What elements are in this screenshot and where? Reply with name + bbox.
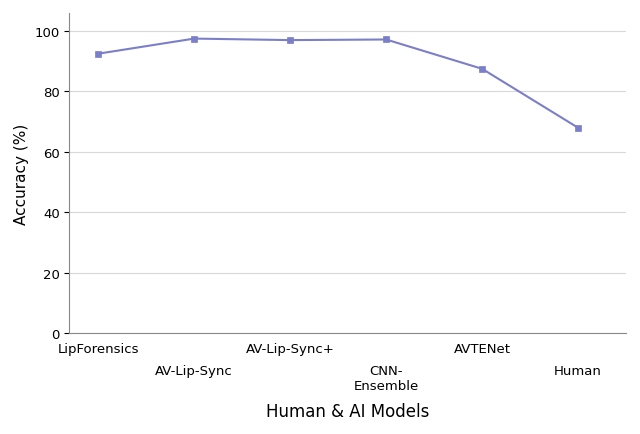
Text: CNN-
Ensemble: CNN- Ensemble <box>353 364 419 392</box>
Text: LipForensics: LipForensics <box>58 342 139 355</box>
Text: AV-Lip-Sync+: AV-Lip-Sync+ <box>246 342 335 355</box>
Text: Human: Human <box>554 364 602 377</box>
Text: AVTENet: AVTENet <box>454 342 511 355</box>
Text: AV-Lip-Sync: AV-Lip-Sync <box>156 364 233 377</box>
X-axis label: Human & AI Models: Human & AI Models <box>266 402 429 420</box>
Y-axis label: Accuracy (%): Accuracy (%) <box>14 123 29 224</box>
